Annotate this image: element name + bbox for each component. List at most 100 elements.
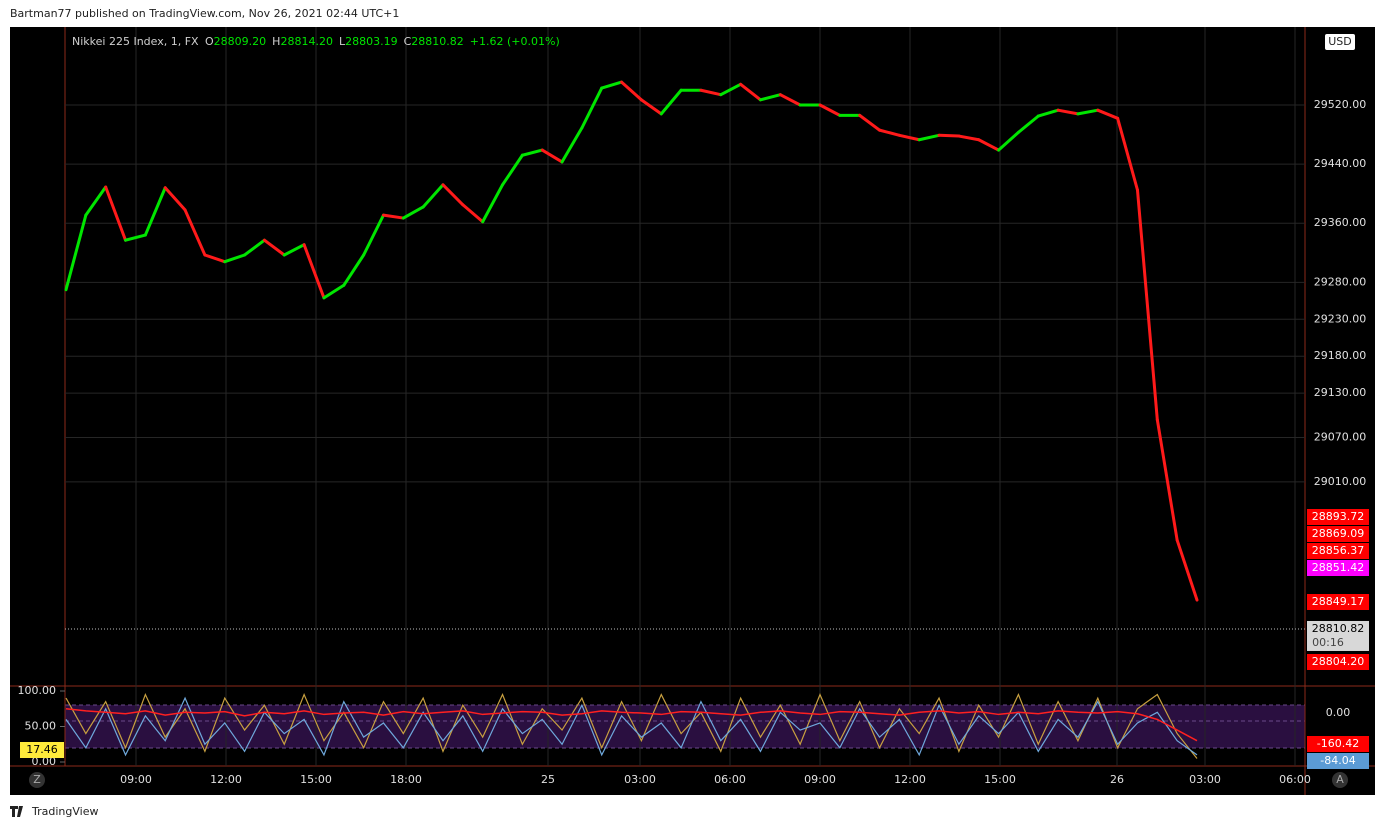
oscillator-tick-label: 50.00: [25, 720, 57, 733]
x-tick-label: 15:00: [300, 773, 332, 786]
price-segment: [441, 183, 465, 207]
labels: 29520.00 29440.00 29360.00 29280.00 29230.00…: [18, 98, 1369, 786]
price-badge-label: 28893.72: [1312, 510, 1365, 523]
price-segment: [600, 80, 624, 90]
y-tick-label: 29180.00: [1314, 349, 1367, 362]
price-segment: [699, 88, 723, 97]
price-segment: [143, 186, 167, 237]
price-segment: [342, 253, 366, 287]
price-badge: [1307, 560, 1369, 576]
price-segment: [818, 103, 842, 117]
price-segment: [997, 130, 1020, 152]
x-tick-label: 26: [1110, 773, 1124, 786]
price-segment: [124, 233, 147, 242]
price-segment: [977, 138, 1001, 152]
x-tick-label: 09:00: [804, 773, 836, 786]
price-segment: [64, 213, 88, 292]
currency-badge[interactable]: [1325, 34, 1355, 50]
price-segment: [1135, 188, 1159, 422]
oscillator-right-badge: [1307, 736, 1369, 752]
price-badge: [1307, 526, 1369, 542]
price-segment: [917, 133, 941, 142]
price-segment: [1096, 108, 1120, 120]
price-segment: [520, 148, 544, 157]
price-badge-label: 28851.42: [1312, 561, 1365, 574]
price-segment: [243, 238, 266, 257]
price-segment: [322, 283, 346, 300]
auto-label[interactable]: A: [1336, 773, 1344, 786]
price-segment: [183, 208, 207, 257]
price-segment: [381, 213, 405, 220]
legend-open-label: O: [205, 35, 214, 48]
price-badge-label: 28804.20: [1312, 655, 1365, 668]
x-tick-label: 03:00: [1189, 773, 1221, 786]
price-segment: [1056, 108, 1080, 116]
y-tick-label: 29010.00: [1314, 475, 1367, 488]
price-segment: [937, 133, 961, 138]
price-segment: [1076, 108, 1100, 116]
price-segment: [739, 82, 762, 102]
y-tick-label: 29520.00: [1314, 98, 1367, 111]
price-segment: [560, 126, 584, 164]
oscillator-right-label: -84.04: [1320, 754, 1355, 767]
oscillator-line: [65, 696, 1198, 757]
auto-button[interactable]: [1332, 772, 1348, 788]
legend-high: 28814.20: [280, 35, 333, 48]
price-segment: [421, 183, 445, 209]
price-segment: [203, 253, 227, 264]
price-segment: [282, 243, 306, 257]
price-segment: [878, 128, 901, 137]
x-tick-label: 15:00: [984, 773, 1016, 786]
price-badge: [1307, 594, 1369, 610]
price-badge-label: 28849.17: [1312, 595, 1365, 608]
price-badge: [1307, 509, 1369, 525]
zoom-label[interactable]: Z: [33, 773, 41, 786]
oscillator-current: 17.46: [26, 743, 58, 756]
price-segment: [957, 134, 981, 142]
x-tick-label: 03:00: [624, 773, 656, 786]
last-price-badge: [1307, 620, 1369, 651]
legend-low-label: L: [339, 35, 346, 48]
price-segment: [858, 113, 882, 132]
legend-change: +1.62 (+0.01%): [470, 35, 560, 48]
currency[interactable]: USD: [1328, 35, 1352, 48]
price-badge: [1307, 543, 1369, 559]
price-segment: [719, 82, 743, 97]
grid: [60, 27, 1305, 766]
price-segment: [1036, 108, 1060, 118]
y-tick-label: 29130.00: [1314, 386, 1367, 399]
price-segment: [580, 86, 604, 130]
price-segment: [1155, 418, 1179, 542]
price-segment: [501, 153, 524, 187]
price-badge: [1307, 654, 1369, 670]
last-price-label: 28810.82: [1312, 622, 1365, 635]
price-segment: [401, 205, 425, 220]
chart-background: [10, 27, 1375, 795]
price-badge-label: 28869.09: [1312, 527, 1365, 540]
x-tick-label: 12:00: [210, 773, 242, 786]
price-segment: [659, 88, 683, 116]
price-segment: [620, 80, 643, 102]
brand: TradingView: [31, 805, 98, 818]
price-segment: [1175, 538, 1199, 602]
legend-low: 28803.19: [345, 35, 398, 48]
countdown: 00:16: [1312, 636, 1344, 649]
legend-symbol: Nikkei 225 Index, 1, FX: [72, 35, 199, 48]
brand-logo: [10, 806, 23, 817]
price-segment: [163, 186, 187, 212]
legend-high-label: H: [272, 35, 280, 48]
legend-close: 28810.82: [411, 35, 464, 48]
y-tick-label: 29360.00: [1314, 216, 1367, 229]
x-tick-label: 09:00: [120, 773, 152, 786]
zoom-button[interactable]: [29, 772, 45, 788]
price-segment: [481, 183, 505, 224]
x-tick-label: 06:00: [714, 773, 746, 786]
publish-note: Bartman77 published on TradingView.com, …: [10, 7, 399, 20]
price-segment: [778, 93, 802, 107]
x-tick-label: 25: [541, 773, 555, 786]
plot: [64, 80, 1305, 759]
oscillator-right-label: -160.42: [1317, 737, 1359, 750]
price-segment: [1016, 114, 1040, 134]
